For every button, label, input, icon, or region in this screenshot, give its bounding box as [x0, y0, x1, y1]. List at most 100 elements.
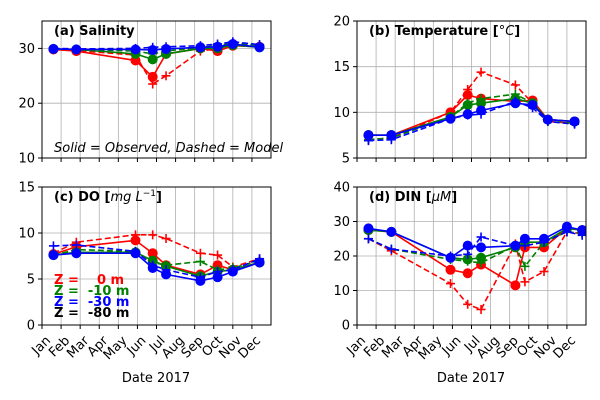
- panel-title-din: (d) DIN [μM]: [369, 190, 457, 205]
- data-point-model: [463, 85, 473, 94]
- data-point-model: [520, 277, 530, 287]
- data-point-model: [476, 109, 486, 119]
- data-point-model: [476, 232, 486, 242]
- data-point-model: [570, 119, 580, 129]
- data-point-model: [510, 80, 520, 90]
- data-point-model: [476, 304, 486, 314]
- data-point-model: [195, 272, 205, 282]
- x-tick-label-dec: Dec: [551, 333, 579, 361]
- data-point-observed: [71, 248, 82, 259]
- data-point-model: [161, 234, 171, 244]
- data-point-model: [228, 37, 238, 47]
- y-tick-label: 10: [18, 227, 35, 242]
- data-point-model: [463, 110, 473, 120]
- data-point-model: [562, 227, 572, 237]
- x-axis-label-do: Date 2017: [122, 371, 190, 386]
- data-point-model: [195, 257, 205, 267]
- depth-legend: Z = 0 mZ = -10 mZ = -30 mZ = -80 m: [54, 273, 129, 321]
- data-point-model: [386, 135, 396, 145]
- series-line-din-1: [368, 230, 583, 311]
- data-point-observed: [212, 272, 223, 283]
- data-point-model: [520, 241, 530, 251]
- series-group: [48, 230, 265, 286]
- data-point-observed: [386, 226, 397, 237]
- data-point-observed: [577, 225, 586, 236]
- data-point-model: [463, 299, 473, 309]
- series-line-din-5: [368, 230, 583, 257]
- data-point-model: [520, 261, 530, 271]
- data-point-model: [476, 67, 486, 77]
- series-line-din-2: [368, 227, 583, 261]
- data-point-model: [213, 39, 223, 49]
- data-point-model: [48, 43, 58, 53]
- data-point-model: [71, 240, 81, 250]
- panel-temperature: 5 10 15 20 (b) Temperature [°C]: [333, 15, 587, 167]
- data-point-model: [446, 114, 456, 124]
- legend-entry: Z = -80 m: [54, 306, 129, 321]
- data-point-model: [161, 71, 171, 81]
- axes-frame-temperature: [356, 20, 587, 159]
- data-point-model: [195, 248, 205, 258]
- data-point-model: [446, 251, 456, 261]
- data-point-model: [255, 254, 265, 264]
- data-point-model: [463, 98, 473, 108]
- data-point-model: [539, 237, 549, 247]
- x-tick-label-jun: Jun: [439, 333, 465, 359]
- data-point-model: [131, 43, 141, 53]
- data-point-observed: [462, 240, 473, 251]
- data-point-observed: [445, 264, 456, 275]
- data-point-model: [543, 116, 553, 126]
- data-point-observed: [519, 233, 530, 244]
- data-point-model: [255, 40, 265, 50]
- data-point-model: [131, 246, 141, 256]
- series-group: [363, 67, 580, 146]
- data-point-model: [213, 250, 223, 260]
- y-tick-label: 0: [27, 319, 35, 334]
- data-point-model: [71, 44, 81, 54]
- data-point-model: [148, 260, 158, 270]
- axes-frame-din: [356, 186, 587, 326]
- data-point-observed: [147, 248, 158, 259]
- data-point-model: [363, 234, 373, 244]
- axes-frame-do: [41, 186, 272, 326]
- y-tick-label: 15: [18, 181, 35, 196]
- x-tick-label-dec: Dec: [236, 333, 264, 361]
- series-group: [48, 37, 265, 89]
- series-line-do-3: [53, 248, 260, 271]
- model-observed-note: Solid = Observed, Dashed = Model: [54, 141, 283, 156]
- data-point-model: [463, 249, 473, 259]
- data-point-model: [363, 136, 373, 146]
- data-point-model: [476, 94, 486, 104]
- series-line-din-0: [368, 227, 583, 287]
- data-point-model: [48, 241, 58, 251]
- data-point-observed: [161, 269, 172, 280]
- panel-title-temperature: (b) Temperature [°C]: [369, 24, 520, 39]
- data-point-observed: [510, 280, 521, 291]
- data-point-observed: [363, 130, 374, 141]
- data-point-observed: [48, 250, 59, 261]
- data-point-model: [510, 96, 520, 106]
- data-point-model: [228, 265, 238, 275]
- data-point-observed: [386, 130, 397, 141]
- series-line-din-4: [368, 225, 583, 259]
- y-tick-label: 20: [333, 250, 350, 265]
- data-point-model: [446, 279, 456, 289]
- data-point-observed: [561, 221, 572, 232]
- data-point-model: [195, 41, 205, 51]
- y-tick-label: 10: [333, 106, 350, 121]
- data-point-observed: [476, 252, 487, 263]
- data-point-observed: [476, 242, 487, 253]
- panel-title-salinity: (a) Salinity: [54, 24, 135, 39]
- data-point-model: [148, 79, 158, 89]
- y-tick-label: 30: [333, 215, 350, 230]
- data-point-model: [577, 230, 586, 240]
- y-tick-label: 0: [342, 319, 350, 334]
- data-point-observed: [476, 98, 487, 109]
- axes-frame-salinity: [41, 20, 272, 159]
- series-line-temperature-5: [368, 100, 575, 142]
- data-point-model: [510, 241, 520, 251]
- y-tick-label: 15: [333, 60, 350, 75]
- y-tick-label: 10: [333, 284, 350, 299]
- data-point-observed: [363, 223, 374, 234]
